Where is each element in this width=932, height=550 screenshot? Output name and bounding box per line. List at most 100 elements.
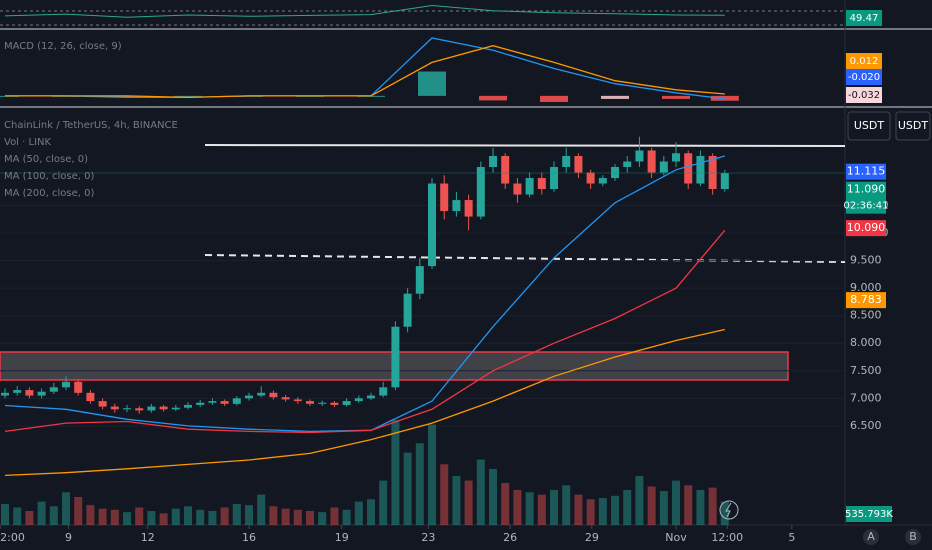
candle-body bbox=[525, 178, 534, 195]
candle-body bbox=[220, 401, 229, 404]
macd-marker bbox=[846, 87, 882, 103]
macd-histogram bbox=[601, 95, 630, 99]
candle-body bbox=[367, 395, 376, 399]
candle-body bbox=[98, 401, 107, 407]
x-tick-label: 2:00 bbox=[0, 531, 25, 544]
candle-body bbox=[623, 161, 632, 168]
currency-button[interactable] bbox=[847, 111, 891, 141]
candle-body bbox=[708, 155, 717, 190]
volume-bar bbox=[123, 512, 132, 525]
candle-body bbox=[598, 178, 607, 184]
corner-button[interactable] bbox=[863, 529, 879, 545]
candle-body bbox=[62, 381, 71, 388]
replay-icon[interactable] bbox=[719, 500, 739, 520]
y-tick-label: 7.000 bbox=[850, 391, 882, 404]
volume-bar bbox=[489, 468, 498, 525]
volume-bar bbox=[574, 494, 583, 525]
volume-bar bbox=[208, 510, 217, 525]
volume-bar bbox=[367, 499, 376, 525]
replay-icon[interactable] bbox=[725, 502, 732, 518]
corner-button[interactable] bbox=[905, 529, 921, 545]
candle-body bbox=[318, 402, 327, 404]
candle-body bbox=[306, 401, 315, 404]
volume-bar bbox=[501, 482, 510, 525]
volume-bar bbox=[354, 501, 363, 525]
macd-marker-label: -0.020 bbox=[848, 72, 880, 83]
candle-body bbox=[159, 406, 168, 410]
corner-button-label[interactable]: B bbox=[909, 530, 917, 543]
volume-bar bbox=[684, 485, 693, 525]
volume-bar bbox=[525, 492, 534, 525]
volume-bar bbox=[623, 489, 632, 525]
price-marker bbox=[846, 163, 886, 180]
currency-button-label[interactable]: USDT bbox=[854, 119, 885, 132]
legend-ma: MA (100, close, 0) bbox=[4, 171, 94, 182]
price-marker-label: 8.783 bbox=[850, 293, 882, 306]
candle-body bbox=[476, 167, 485, 217]
macd-title: MACD (12, 26, close, 9) bbox=[4, 41, 122, 52]
x-tick-label: 12:00 bbox=[711, 531, 743, 544]
x-tick-label: 26 bbox=[503, 531, 517, 544]
candle-body bbox=[672, 153, 681, 162]
legend-ma: MA (200, close, 0) bbox=[4, 188, 94, 199]
candle-body bbox=[428, 183, 437, 267]
candle-body bbox=[86, 392, 95, 402]
x-tick-label: 5 bbox=[788, 531, 795, 544]
volume-bar bbox=[159, 513, 168, 525]
candle-body bbox=[147, 406, 156, 411]
x-tick-label: 19 bbox=[335, 531, 349, 544]
rsi-marker bbox=[846, 10, 882, 26]
currency-button[interactable] bbox=[895, 111, 931, 141]
corner-button-label[interactable]: A bbox=[867, 530, 875, 543]
candle-body bbox=[574, 155, 583, 173]
ma-line bbox=[4, 328, 725, 477]
rsi-marker-label: 49.47 bbox=[850, 13, 879, 24]
volume-bar bbox=[586, 499, 595, 525]
volume-bar bbox=[330, 507, 339, 525]
volume-bar bbox=[232, 503, 241, 525]
legend-volume: Vol · LINK bbox=[4, 137, 51, 148]
y-tick-label: 9.500 bbox=[850, 254, 882, 267]
ma-line bbox=[4, 229, 726, 434]
trend-line bbox=[204, 144, 846, 147]
candle-body bbox=[74, 381, 83, 393]
y-tick-label: 7.500 bbox=[850, 364, 882, 377]
candle-body bbox=[171, 407, 180, 410]
volume-bar bbox=[110, 509, 119, 525]
legend-ma: MA (50, close, 0) bbox=[4, 154, 88, 165]
macd-marker bbox=[846, 53, 882, 69]
candle-body bbox=[184, 404, 193, 408]
x-tick-label: 23 bbox=[421, 531, 435, 544]
price-marker bbox=[846, 220, 886, 237]
candle-body bbox=[293, 399, 302, 402]
volume-bar bbox=[25, 510, 34, 525]
candle-body bbox=[452, 200, 461, 212]
volume-bar bbox=[598, 498, 607, 525]
plot-layer: 6.5007.0007.5008.0008.5009.0009.50010.00… bbox=[0, 4, 893, 544]
candle-body bbox=[123, 408, 132, 410]
currency-button-label[interactable]: USDT bbox=[898, 119, 929, 132]
candle-body bbox=[489, 155, 498, 168]
macd-histogram bbox=[540, 95, 569, 102]
volume-bar bbox=[49, 506, 58, 525]
volume-bar bbox=[62, 492, 71, 525]
macd-histogram bbox=[479, 95, 508, 101]
candle-body bbox=[232, 398, 241, 404]
volume-bar bbox=[659, 491, 668, 525]
candle-body bbox=[37, 391, 46, 396]
volume-bar bbox=[86, 505, 95, 525]
candle-body bbox=[269, 392, 278, 398]
volume-bar bbox=[342, 509, 351, 525]
volume-bar bbox=[281, 508, 290, 525]
x-tick-label: 29 bbox=[585, 531, 599, 544]
macd-histogram bbox=[662, 95, 691, 99]
volume-bar bbox=[403, 452, 412, 525]
candle-body bbox=[415, 266, 424, 294]
candle-body bbox=[501, 155, 510, 184]
candle-body bbox=[354, 398, 363, 402]
volume-bar bbox=[13, 507, 22, 525]
volume-bar bbox=[293, 509, 302, 525]
macd-marker bbox=[846, 69, 882, 85]
volume-bar bbox=[269, 506, 278, 525]
